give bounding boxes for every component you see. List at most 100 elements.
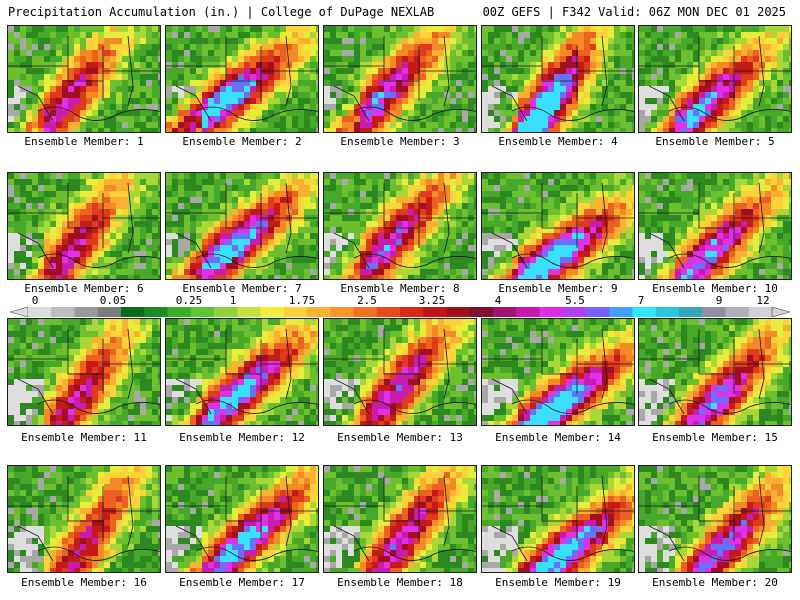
member-map-panel	[165, 465, 319, 573]
colorbar-swatch	[353, 307, 378, 317]
colorbar-swatch	[446, 307, 471, 317]
member-label: Ensemble Member: 2	[182, 135, 302, 148]
member-map-panel	[638, 318, 792, 426]
colorbar-min-arrow	[10, 307, 29, 317]
colorbar-swatch	[655, 307, 680, 317]
state-border-line	[8, 65, 103, 82]
state-border-line	[648, 378, 685, 415]
colorbar-swatch	[167, 307, 192, 317]
colorbar-swatch	[376, 307, 401, 317]
state-border-line	[511, 106, 634, 121]
member-label: Ensemble Member: 5	[655, 135, 775, 148]
member-map-panel	[7, 465, 161, 573]
state-border-line	[511, 546, 634, 561]
colorbar-swatch	[283, 307, 308, 317]
state-border-line	[482, 358, 577, 375]
state-border-line	[482, 505, 577, 522]
state-border-line	[285, 182, 292, 254]
state-border-line	[166, 505, 261, 522]
precip-field	[166, 319, 318, 425]
state-border-line	[324, 358, 419, 375]
colorbar-swatch	[190, 307, 215, 317]
member-label: Ensemble Member: 3	[340, 135, 460, 148]
colorbar-swatch	[400, 307, 424, 317]
state-border-line	[601, 328, 608, 400]
state-border-line	[285, 328, 292, 400]
run-info: 00Z GEFS | F342 Valid: 06Z MON DEC 01 20…	[482, 5, 786, 19]
state-border-line	[195, 253, 318, 268]
state-border-line	[37, 253, 160, 268]
state-border-line	[8, 505, 103, 522]
state-border-line	[639, 505, 734, 522]
state-border-line	[639, 212, 734, 229]
precip-field	[639, 173, 791, 279]
colorbar-tick-label: 4	[494, 294, 502, 307]
member-map-panel	[481, 25, 635, 133]
member-label: Ensemble Member: 4	[498, 135, 618, 148]
state-border-line	[668, 106, 791, 121]
state-border-line	[758, 328, 765, 400]
state-border-line	[37, 546, 160, 561]
precip-field	[166, 173, 318, 279]
state-border-line	[195, 546, 318, 561]
map-title: Precipitation Accumulation (in.) | Colle…	[8, 5, 435, 19]
colorbar-tick-label: 9	[715, 294, 723, 307]
state-border-line	[127, 182, 134, 254]
member-map-panel	[323, 25, 477, 133]
precip-field	[324, 319, 476, 425]
state-border-line	[333, 378, 370, 415]
colorbar-tick-label: 12	[756, 294, 770, 307]
state-border-line	[333, 232, 370, 269]
member-map-panel	[638, 172, 792, 280]
state-border-line	[175, 232, 212, 269]
colorbar-swatch	[74, 307, 99, 317]
state-border-line	[668, 399, 791, 414]
state-border-line	[648, 525, 685, 562]
colorbar-swatch	[260, 307, 285, 317]
colorbar-swatch	[725, 307, 750, 317]
precip-field	[482, 319, 634, 425]
member-label: Ensemble Member: 20	[652, 576, 778, 589]
colorbar-tick-label: 0.05	[99, 294, 127, 307]
state-border-line	[17, 378, 54, 415]
colorbar-swatch	[748, 307, 773, 317]
colorbar-swatch	[493, 307, 517, 317]
member-map-panel	[7, 318, 161, 426]
state-border-line	[17, 232, 54, 269]
member-label: Ensemble Member: 9	[498, 282, 618, 295]
precip-field	[8, 26, 160, 132]
state-border-line	[491, 232, 528, 269]
state-border-line	[17, 525, 54, 562]
state-border-line	[324, 65, 419, 82]
colorbar-tick-label: 0	[31, 294, 39, 307]
colorbar-swatch	[586, 307, 610, 317]
state-border-line	[443, 475, 450, 547]
member-map-panel	[7, 25, 161, 133]
state-border-line	[482, 65, 577, 82]
state-border-line	[175, 378, 212, 415]
state-border-line	[491, 378, 528, 415]
state-border-line	[324, 212, 419, 229]
state-border-line	[127, 328, 134, 400]
member-map-panel	[165, 25, 319, 133]
colorbar-swatch	[609, 307, 633, 317]
colorbar-swatch	[516, 307, 540, 317]
state-border-line	[175, 85, 212, 122]
state-border-line	[195, 106, 318, 121]
member-map-panel	[323, 318, 477, 426]
member-map-panel	[165, 318, 319, 426]
colorbar-tick-label: 3.25	[418, 294, 446, 307]
state-border-line	[353, 106, 476, 121]
state-border-line	[648, 85, 685, 122]
state-border-line	[333, 525, 370, 562]
colorbar-swatch	[97, 307, 122, 317]
precip-field	[639, 466, 791, 572]
precip-field	[324, 173, 476, 279]
colorbar-swatch	[423, 307, 447, 317]
colorbar-swatch	[51, 307, 75, 317]
state-border-line	[511, 399, 634, 414]
colorbar-swatch	[330, 307, 354, 317]
colorbar-tick-label: 7	[637, 294, 645, 307]
precip-field	[639, 319, 791, 425]
